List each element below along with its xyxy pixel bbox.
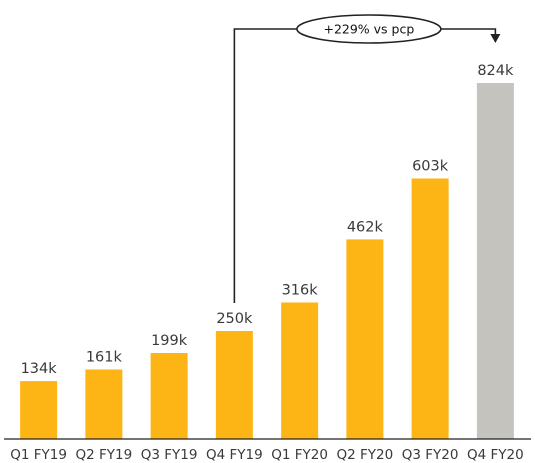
x-tick-label: Q2 FY19: [76, 447, 133, 463]
bar-q1-fy20: [281, 302, 319, 439]
bar-q1-fy19: [20, 381, 58, 439]
annotation-text: +229% vs pcp: [323, 22, 414, 37]
x-tick-label: Q1 FY20: [271, 447, 328, 463]
value-label: 824k: [477, 63, 514, 79]
bar-q4-fy19: [215, 330, 253, 439]
annotation-bubble: [296, 14, 442, 44]
value-label: 462k: [347, 219, 384, 235]
growth-annotation: +229% vs pcp: [233, 14, 501, 303]
bar-q4-fy20: [476, 83, 514, 439]
value-labels-group: 134k 161k 199k 250k 316k 462k 603k 824k: [21, 63, 514, 377]
x-tick-label: Q1 FY19: [10, 447, 67, 463]
value-label: 161k: [86, 349, 123, 365]
value-label: 603k: [412, 158, 449, 174]
bar-q3-fy20: [411, 178, 449, 439]
x-tick-label: Q3 FY19: [141, 447, 198, 463]
value-label: 134k: [21, 361, 58, 377]
x-tick-label: Q4 FY20: [467, 447, 524, 463]
bar-q2-fy19: [85, 369, 123, 439]
x-tick-labels-group: Q1 FY19 Q2 FY19 Q3 FY19 Q4 FY19 Q1 FY20 Q2 FY…: [10, 447, 523, 463]
bars-group: [20, 83, 514, 439]
bar-q3-fy19: [150, 353, 188, 439]
annotation-arrowhead: [490, 34, 501, 43]
value-label: 250k: [216, 311, 253, 327]
bar-q2-fy20: [346, 239, 384, 439]
x-tick-label: Q3 FY20: [402, 447, 459, 463]
x-tick-label: Q2 FY20: [337, 447, 394, 463]
x-tick-label: Q4 FY19: [206, 447, 263, 463]
value-label: 316k: [282, 282, 319, 298]
value-label: 199k: [151, 333, 188, 349]
